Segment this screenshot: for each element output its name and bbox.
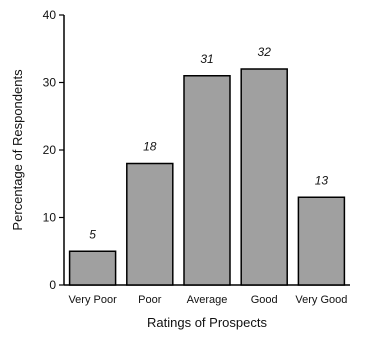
bar-3 (240, 68, 288, 286)
x-tick-label-1: Poor (138, 294, 162, 306)
data-label-2: 31 (200, 52, 213, 66)
y-axis-title: Percentage of Respondents (10, 69, 25, 231)
y-axis-ticks: 0 10 20 30 40 (43, 8, 64, 292)
bar-0 (68, 250, 117, 286)
x-axis-ticks: Very Poor Poor Average Good Very Good (68, 294, 347, 306)
data-label-3: 32 (258, 45, 272, 59)
y-tick-label-3: 30 (43, 76, 57, 90)
x-tick-label-2: Average (187, 294, 228, 306)
x-tick-label-3: Good (251, 294, 278, 306)
y-tick-label-0: 0 (49, 278, 56, 292)
x-tick-label-0: Very Poor (68, 294, 117, 306)
x-axis-title: Ratings of Prospects (147, 315, 267, 330)
x-tick-label-4: Very Good (295, 294, 347, 306)
bar-2 (183, 75, 231, 286)
data-label-0: 5 (89, 227, 96, 241)
data-label-1: 18 (143, 140, 157, 154)
data-label-4: 13 (315, 173, 329, 187)
data-labels: 5 18 31 32 13 (89, 45, 328, 241)
y-tick-label-4: 40 (43, 8, 57, 22)
y-tick-label-1: 10 (43, 211, 57, 225)
bars (68, 68, 346, 286)
bar-4 (297, 196, 346, 286)
bar-1 (126, 162, 174, 286)
y-tick-label-2: 20 (43, 143, 57, 157)
